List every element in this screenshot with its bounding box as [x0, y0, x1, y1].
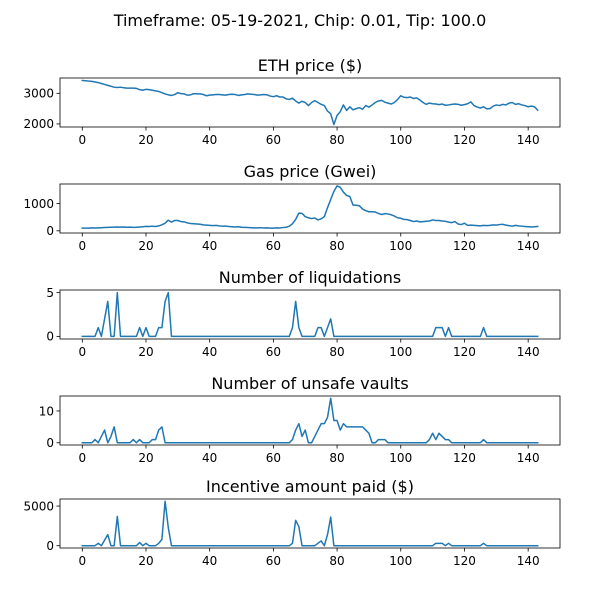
x-tick-label: 40 [202, 239, 217, 253]
number-of-unsafe-vaults-title: Number of unsafe vaults [211, 374, 408, 393]
y-tick-label: 5 [46, 286, 54, 300]
x-tick-label: 60 [266, 451, 281, 465]
x-tick-label: 40 [202, 554, 217, 568]
eth-price-title: ETH price ($) [258, 56, 363, 75]
eth-price-plot-area [59, 77, 561, 128]
x-tick-label: 100 [389, 133, 412, 147]
number-of-liquidations-title: Number of liquidations [219, 268, 401, 287]
x-tick-label: 140 [517, 239, 540, 253]
x-tick-label: 60 [266, 554, 281, 568]
y-tick-label: 3000 [23, 87, 54, 101]
incentive-amount-paid-series-line [81, 500, 539, 547]
x-tick-label: 20 [138, 133, 153, 147]
x-tick-label: 80 [329, 133, 344, 147]
x-tick-label: 60 [266, 345, 281, 359]
gas-price-gwei-chart: Gas price (Gwei) 0 20 40 60 80 100 120 140 0 1000 [23, 162, 561, 253]
x-tick-label: 120 [453, 554, 476, 568]
x-tick-label: 100 [389, 451, 412, 465]
x-tick-label: 120 [453, 133, 476, 147]
y-tick-label: 0 [46, 436, 54, 450]
x-tick-label: 20 [138, 451, 153, 465]
x-tick-label: 80 [329, 451, 344, 465]
x-tick-label: 100 [389, 345, 412, 359]
y-tick-label: 10 [39, 404, 54, 418]
y-tick-label: 0 [46, 224, 54, 238]
y-tick-label: 2000 [23, 117, 54, 131]
x-tick-label: 0 [78, 451, 86, 465]
x-tick-label: 80 [329, 239, 344, 253]
x-tick-label: 120 [453, 345, 476, 359]
x-tick-label: 20 [138, 345, 153, 359]
number-of-unsafe-vaults-plot-area [59, 395, 561, 446]
x-tick-label: 40 [202, 133, 217, 147]
y-tick-label: 5000 [23, 499, 54, 513]
x-tick-label: 140 [517, 345, 540, 359]
number-of-liquidations-series-line [81, 291, 539, 338]
x-tick-label: 20 [138, 554, 153, 568]
y-tick-label: 0 [46, 539, 54, 553]
y-tick-label: 0 [46, 330, 54, 344]
x-tick-label: 140 [517, 451, 540, 465]
x-tick-label: 20 [138, 239, 153, 253]
subplots: ETH price ($)0 20 40 60 80 100 120 14020003000G… [23, 56, 561, 568]
x-tick-label: 60 [266, 133, 281, 147]
x-tick-label: 0 [78, 133, 86, 147]
x-tick-label: 80 [329, 345, 344, 359]
eth-price-chart: ETH price ($) 0 20 40 60 80 100 120 140 2000 3000 [23, 56, 561, 147]
x-tick-label: 40 [202, 345, 217, 359]
eth-price-series-line [81, 79, 539, 126]
x-tick-label: 100 [389, 554, 412, 568]
x-tick-label: 100 [389, 239, 412, 253]
gas-price-gwei-title: Gas price (Gwei) [244, 162, 377, 181]
x-tick-label: 0 [78, 554, 86, 568]
x-tick-label: 40 [202, 451, 217, 465]
number-of-liquidations-plot-area [59, 289, 561, 340]
x-tick-label: 120 [453, 451, 476, 465]
number-of-unsafe-vaults-series-line [81, 397, 539, 444]
x-tick-label: 0 [78, 345, 86, 359]
incentive-amount-paid-plot-area [59, 498, 561, 549]
x-tick-label: 120 [453, 239, 476, 253]
y-tick-label: 1000 [23, 197, 54, 211]
figure-title: Timeframe: 05-19-2021, Chip: 0.01, Tip: … [113, 11, 487, 30]
x-tick-label: 60 [266, 239, 281, 253]
x-tick-label: 80 [329, 554, 344, 568]
number-of-liquidations-chart: Number of liquidations 0 20 40 60 80 100 120 140… [46, 268, 561, 359]
x-tick-label: 140 [517, 133, 540, 147]
x-tick-label: 140 [517, 554, 540, 568]
incentive-amount-paid-title: Incentive amount paid ($) [206, 477, 414, 496]
x-tick-label: 0 [78, 239, 86, 253]
gas-price-gwei-series-line [81, 185, 539, 229]
gas-price-gwei-plot-area [59, 183, 561, 234]
incentive-amount-paid-chart: Incentive amount paid ($) 0 20 40 60 80 100 120… [23, 477, 561, 568]
